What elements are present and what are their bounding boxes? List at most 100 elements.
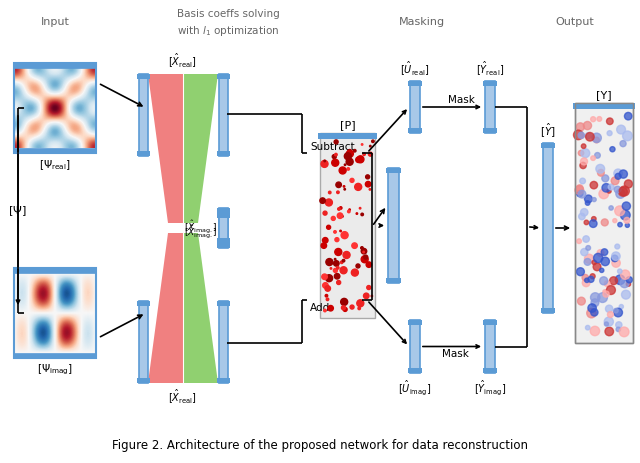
Circle shape xyxy=(592,261,596,265)
Circle shape xyxy=(587,309,596,318)
Circle shape xyxy=(603,291,609,298)
Circle shape xyxy=(612,219,617,223)
Circle shape xyxy=(591,293,600,302)
Circle shape xyxy=(343,186,345,188)
Bar xyxy=(216,378,230,383)
Text: $[\Psi_\mathrm{imag}]$: $[\Psi_\mathrm{imag}]$ xyxy=(37,362,73,376)
Circle shape xyxy=(334,141,338,144)
Bar xyxy=(216,213,230,219)
Circle shape xyxy=(605,327,614,336)
Circle shape xyxy=(326,226,331,230)
Circle shape xyxy=(372,141,374,143)
Circle shape xyxy=(590,326,600,336)
Text: Output: Output xyxy=(556,17,595,27)
Bar xyxy=(318,134,377,140)
Circle shape xyxy=(602,175,609,182)
Circle shape xyxy=(340,299,348,306)
Circle shape xyxy=(371,295,372,297)
Circle shape xyxy=(326,299,329,301)
Circle shape xyxy=(609,206,613,211)
Circle shape xyxy=(623,131,632,141)
Circle shape xyxy=(578,191,586,199)
Circle shape xyxy=(324,161,326,163)
Circle shape xyxy=(576,124,584,132)
Bar xyxy=(136,75,150,80)
Circle shape xyxy=(334,259,336,260)
Circle shape xyxy=(584,195,592,203)
Circle shape xyxy=(602,184,611,193)
Circle shape xyxy=(361,214,364,216)
Circle shape xyxy=(591,217,596,222)
Circle shape xyxy=(580,249,588,256)
Circle shape xyxy=(325,295,328,297)
Circle shape xyxy=(597,250,604,257)
Circle shape xyxy=(369,189,371,191)
Bar xyxy=(216,208,230,213)
Text: [P]: [P] xyxy=(340,120,355,130)
Circle shape xyxy=(361,256,368,263)
Bar xyxy=(483,82,497,87)
Circle shape xyxy=(356,158,361,163)
Circle shape xyxy=(342,306,346,310)
Bar xyxy=(14,149,96,154)
Circle shape xyxy=(577,239,581,244)
Text: Mask: Mask xyxy=(442,349,469,359)
Circle shape xyxy=(617,126,625,135)
Circle shape xyxy=(625,224,629,228)
Text: Input: Input xyxy=(40,17,69,27)
Circle shape xyxy=(592,198,596,202)
Circle shape xyxy=(622,202,630,211)
Circle shape xyxy=(340,267,347,274)
Text: $[\hat{X}_\mathrm{real}]$: $[\hat{X}_\mathrm{real}]$ xyxy=(168,52,198,70)
Circle shape xyxy=(584,259,591,266)
Circle shape xyxy=(599,190,609,199)
Text: Masking: Masking xyxy=(399,17,445,27)
Circle shape xyxy=(583,122,591,131)
Bar xyxy=(14,353,96,358)
Circle shape xyxy=(361,247,363,250)
Circle shape xyxy=(615,275,625,285)
Circle shape xyxy=(600,269,604,273)
Circle shape xyxy=(603,290,607,294)
Circle shape xyxy=(339,168,346,175)
Circle shape xyxy=(594,138,600,144)
Circle shape xyxy=(342,260,345,263)
Circle shape xyxy=(601,249,608,256)
Circle shape xyxy=(336,182,341,188)
Bar xyxy=(575,104,633,343)
Text: $[\Psi_\mathrm{real}]$: $[\Psi_\mathrm{real}]$ xyxy=(39,158,71,171)
Circle shape xyxy=(597,117,602,122)
Circle shape xyxy=(620,211,630,220)
Circle shape xyxy=(576,186,583,193)
Circle shape xyxy=(614,187,621,194)
Circle shape xyxy=(615,206,625,216)
Circle shape xyxy=(604,281,610,287)
Circle shape xyxy=(363,252,364,253)
Circle shape xyxy=(337,281,340,285)
Circle shape xyxy=(593,263,601,271)
Circle shape xyxy=(367,286,371,290)
Circle shape xyxy=(579,214,585,220)
Circle shape xyxy=(624,218,630,224)
Circle shape xyxy=(366,263,372,268)
Circle shape xyxy=(575,186,584,195)
Circle shape xyxy=(580,209,588,217)
Bar xyxy=(14,269,96,274)
Circle shape xyxy=(591,299,599,307)
Circle shape xyxy=(343,252,350,259)
Circle shape xyxy=(338,208,340,211)
Circle shape xyxy=(350,306,354,309)
Circle shape xyxy=(607,189,611,194)
Circle shape xyxy=(322,275,327,280)
Circle shape xyxy=(625,113,632,121)
Circle shape xyxy=(620,327,629,337)
Circle shape xyxy=(350,179,354,183)
Circle shape xyxy=(585,278,589,283)
Circle shape xyxy=(344,189,346,191)
Circle shape xyxy=(359,208,361,210)
Circle shape xyxy=(615,174,621,180)
Circle shape xyxy=(614,169,622,178)
Circle shape xyxy=(355,184,362,191)
Circle shape xyxy=(618,188,627,197)
Polygon shape xyxy=(183,233,218,383)
